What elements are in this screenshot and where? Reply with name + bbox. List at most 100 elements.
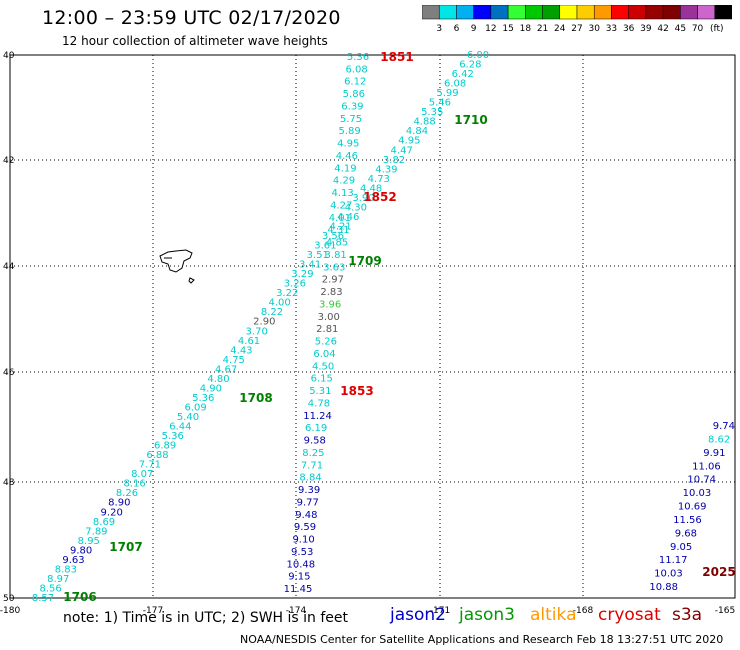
swh-value: 2.81: [316, 324, 338, 335]
swh-value: 6.19: [305, 423, 327, 434]
map-frame: [9, 54, 736, 599]
color-scale-swatch: [525, 5, 543, 20]
time-label: 2025: [702, 565, 735, 579]
swh-value: 4.73: [368, 174, 390, 185]
track-values: 8.578.568.978.839.639.808.957.898.699.20…: [32, 50, 735, 604]
swh-value: 4.47: [391, 145, 413, 156]
y-tick-label: 50: [3, 594, 15, 604]
swh-value: 4.21: [329, 221, 351, 232]
swh-value: 8.83: [55, 564, 77, 575]
color-scale-label: 36: [623, 24, 635, 34]
swh-value: 6.08: [444, 79, 466, 90]
color-scale-swatch: [422, 5, 440, 20]
swh-value: 8.69: [93, 517, 115, 528]
swh-value: 8.57: [32, 593, 54, 604]
time-label: 1708: [239, 391, 272, 405]
color-scale-swatch: [645, 5, 664, 20]
swh-value: 8.26: [116, 488, 138, 499]
swh-value: 5.99: [436, 88, 458, 99]
swh-value: 3.29: [291, 269, 313, 280]
swh-value: 3.00: [318, 312, 340, 323]
swh-value: 5.89: [338, 126, 360, 137]
time-label: 1853: [340, 384, 373, 398]
color-scale-label: 42: [657, 24, 668, 34]
swh-value: 9.15: [288, 572, 310, 583]
x-tick-label: -171: [430, 606, 450, 616]
swh-value: 4.13: [332, 188, 354, 199]
color-scale-swatch: [490, 5, 509, 20]
swh-value: 8.90: [108, 498, 130, 509]
swh-value: 10.69: [678, 502, 707, 513]
swh-value: 3.26: [284, 279, 306, 290]
swh-value: 5.46: [429, 98, 451, 109]
time-label: 1706: [63, 590, 96, 604]
color-scale-label: 45: [675, 24, 686, 34]
swh-value: 11.56: [673, 515, 702, 526]
swh-value: 5.36: [347, 52, 369, 63]
color-scale-swatch: [507, 5, 526, 20]
swh-value: 4.29: [333, 176, 355, 187]
color-scale-label: 21: [537, 24, 548, 34]
grid-lines: [10, 55, 735, 598]
swh-value: 7.71: [301, 460, 323, 471]
y-tick-label: 48: [3, 478, 15, 488]
swh-value: 3.81: [325, 250, 347, 261]
swh-value: 9.59: [294, 522, 316, 533]
color-scale-swatch: [456, 5, 474, 20]
swh-value: 2.97: [322, 275, 344, 286]
swh-value: 8.84: [299, 473, 321, 484]
swh-value: 3.82: [383, 155, 405, 166]
swh-value: 4.90: [200, 383, 222, 394]
swh-value: 4.30: [345, 202, 367, 213]
color-scale-label: 33: [606, 24, 617, 34]
swh-value: 8.95: [78, 536, 100, 547]
color-scale-swatch: [680, 5, 698, 20]
color-scale-legend: 3 6 9 12 15 18 21 24 27 30 33 36 39 42 45 70 (ft): [422, 5, 732, 34]
swh-value: 5.36: [192, 393, 214, 404]
swh-value: 11.06: [692, 461, 721, 472]
swh-value: 11.45: [284, 584, 313, 595]
time-labels: 1851 1710 1852 1709 1853 1708 1707 1706 2025: [63, 50, 735, 604]
swh-value: 9.48: [295, 510, 317, 521]
swh-value: 10.03: [683, 488, 712, 499]
swh-value: 3.22: [276, 288, 298, 299]
swh-value: 4.31: [327, 225, 349, 236]
y-tick-label: 44: [3, 262, 15, 272]
swh-value: 9.58: [304, 436, 326, 447]
swh-value: 3.70: [246, 326, 268, 337]
color-scale-swatch: [542, 5, 561, 20]
swh-value: 8.97: [47, 574, 69, 585]
swh-value: 2.83: [320, 287, 342, 298]
swh-value: 11.17: [659, 555, 688, 566]
island-outline: [159, 249, 195, 284]
color-scale-swatch: [714, 5, 732, 20]
swh-value: 5.31: [309, 386, 331, 397]
swh-value: 9.77: [297, 497, 319, 508]
swh-value: 8.16: [123, 479, 145, 490]
color-scale-label: 27: [571, 24, 582, 34]
swh-value: 6.04: [313, 349, 335, 360]
page-title: 12:00 – 23:59 UTC 02/17/2020: [42, 7, 341, 29]
swh-value: 7.89: [85, 526, 107, 537]
swh-value: 9.39: [298, 485, 320, 496]
swh-value: 8.25: [302, 448, 324, 459]
swh-value: 4.75: [223, 355, 245, 366]
color-scale-swatch: [628, 5, 647, 20]
swh-value: 6.08: [345, 64, 367, 75]
swh-value: 3.51: [307, 250, 329, 261]
swh-value: 2.90: [253, 317, 275, 328]
color-scale-swatches: [422, 5, 732, 20]
swh-value: 7.71: [139, 460, 161, 471]
color-scale-label: 30: [588, 24, 600, 34]
color-scale-swatch: [611, 5, 629, 20]
credit-line: NOAA/NESDIS Center for Satellite Applica…: [240, 633, 724, 646]
swh-value: 5.36: [162, 431, 184, 442]
color-scale-label: 24: [554, 24, 566, 34]
color-scale-labels: 3 6 9 12 15 18 21 24 27 30 33 36 39 42 45 70 (ft): [436, 24, 723, 34]
legend-jason2: jason2: [390, 605, 446, 625]
swh-value: 6.28: [459, 60, 481, 71]
swh-value: 3.63: [323, 262, 345, 273]
swh-value: 5.75: [340, 114, 362, 125]
swh-value: 4.46: [336, 151, 358, 162]
swh-value: 4.80: [207, 374, 229, 385]
